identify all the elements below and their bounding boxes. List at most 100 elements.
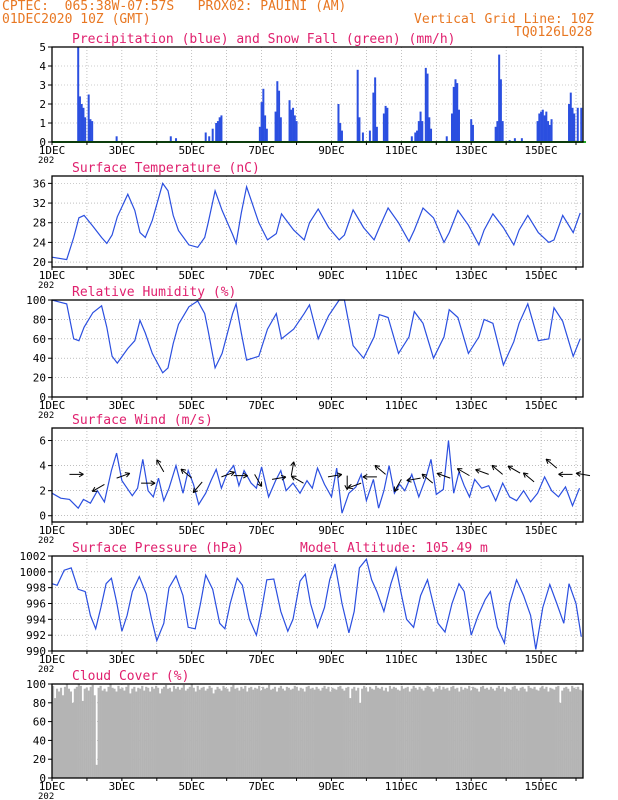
x-tick-label: 5DEC [178,653,205,666]
cloud-bar [567,688,570,778]
cloud-bar [228,691,231,778]
wind-arrow [475,469,489,475]
precip-bar [580,107,583,142]
y-tick-label: 28 [33,217,46,230]
cloud-bar [79,685,82,778]
precip-bar [218,117,221,142]
precip-bar [540,111,543,142]
wind-arrow [406,477,421,482]
precip-bar [576,107,579,142]
wind-arrow-head [230,471,235,477]
wind-arrow-head [545,458,549,464]
cloud-bar [307,685,310,778]
cloud-bar [323,685,326,778]
precip-bar [84,117,87,142]
wind-arrow-head [126,473,131,478]
precip-bar [545,111,548,142]
cloud-bar [355,690,358,778]
cloud-bar [557,685,560,778]
precip-bar [169,136,172,142]
cloud-bar [426,685,429,778]
cloud-bar [483,688,487,778]
cloud-bar [420,688,423,778]
y-tick-label: 998 [26,582,46,595]
y-tick-label: 100 [26,294,46,307]
wind-arrow-head [558,473,564,478]
wind-arrow [180,468,193,479]
x-tick-label: 7DEC [248,399,275,412]
wind-arrow-head [436,473,441,478]
cloud-bar [254,687,257,778]
wind-arrow [393,479,402,492]
rh-line [51,299,581,374]
cloud-bar [382,690,386,778]
cloud-bar [69,691,73,778]
cloud-bar [388,685,392,778]
panel-frame [51,683,584,779]
cloud-bar [464,687,467,778]
cloud-bar [121,687,124,778]
x-year-label: 202 [38,536,54,546]
cloud-bar [305,686,308,778]
cloud-bar [458,691,461,778]
header-grid-line: Vertical Grid Line: 10Z [414,12,595,27]
cloud-bar [111,687,114,778]
cloud-bar [563,687,566,778]
cloud-bar [234,688,237,778]
y-tick-label: 80 [33,697,46,710]
precip-bar [260,102,263,142]
wind-arrow-head [124,472,130,474]
cloud-bar [333,688,336,778]
y-tick-label: 1000 [20,566,47,579]
cloud-bar [343,690,346,778]
cloud-bar [438,685,441,778]
x-tick-label: 11DEC [385,780,418,793]
y-tick-label: 4 [39,60,46,73]
wind-arrow-head [290,475,295,481]
cloud-bar [476,688,479,778]
cloud-bar [186,688,189,778]
x-tick-label: 5DEC [178,144,205,157]
cloud-bar [273,686,277,778]
cloud-bar [67,688,71,778]
x-tick-label: 13DEC [455,780,488,793]
wind-arrow [116,472,130,479]
cloud-bar [301,688,304,778]
cloud-bar [240,686,243,778]
cloud-bar [525,691,528,778]
precip-bar [550,119,553,142]
cloud-bar [174,688,178,778]
cloud-bar [551,688,554,778]
wind-arrow-head [337,474,343,478]
cloud-bar [210,687,213,778]
cloud-bar [535,689,538,778]
cloud-bar [378,688,382,778]
cloud-bar [105,691,108,778]
cloud-bar [511,686,514,778]
cloud-bar [485,687,489,778]
y-tick-label: 20 [33,372,46,385]
cloud-bar [581,690,584,778]
cloud-bar [192,687,195,778]
x-tick-label: 3DEC [109,399,136,412]
x-tick-label: 13DEC [455,524,488,537]
cloud-bar [236,687,239,778]
header-code: TQ0126L028 [514,25,593,40]
precip-bar [295,121,298,142]
cloud-bar [559,702,562,778]
cloud-bar [97,687,100,778]
cloud-bar [569,691,572,778]
precip-bar [382,113,385,142]
cloud-bar [204,690,207,778]
cloud-bar [462,689,465,778]
precip-bar [547,121,550,142]
cloud-bar [190,684,193,778]
precip-bar [115,136,118,142]
cloud-bar [59,687,63,778]
cloud-bar [394,687,397,778]
wind-arrow-head [491,465,495,471]
y-tick-label: 80 [33,313,46,326]
precip-bar [288,100,291,142]
cloud-bar [543,688,546,778]
cloud-bar [513,685,516,778]
